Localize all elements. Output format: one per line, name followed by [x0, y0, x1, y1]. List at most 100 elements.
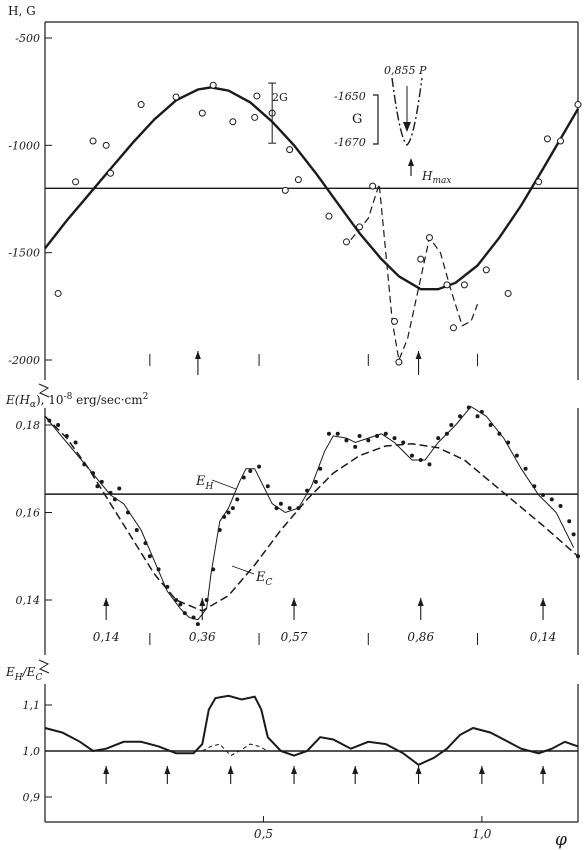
- inset-axis: [373, 94, 379, 145]
- flux-measurement-dot: [466, 405, 471, 410]
- flux-measurement-dot: [305, 488, 310, 493]
- y-axis-breaks: [38, 383, 50, 674]
- panel3-phase-arrow: [291, 766, 298, 784]
- field-measurement-point: [294, 176, 302, 184]
- flux-measurement-dot: [165, 584, 170, 589]
- flux-measurement-dot: [95, 484, 100, 489]
- field-measurement-point: [543, 135, 551, 143]
- panel1-ytick-label: -1500: [8, 247, 40, 260]
- inset-ylabel: G: [352, 112, 362, 127]
- error-bar-2g: [268, 82, 277, 144]
- field-measurement-point: [395, 358, 403, 366]
- flux-measurement-dot: [47, 418, 52, 423]
- field-measurement-point: [557, 137, 565, 145]
- field-sinusoid-fit: [44, 86, 580, 291]
- panel2-ytick-label: 0,18: [16, 419, 41, 432]
- x-axis-label: φ: [555, 830, 567, 850]
- flux-measurement-dot: [479, 409, 484, 414]
- field-measurement-point: [251, 113, 259, 121]
- field-measurement-point: [89, 137, 97, 145]
- series-label-ec-leader: [231, 565, 255, 575]
- flux-measurement-dot: [344, 438, 349, 443]
- field-measurement-point: [504, 289, 512, 297]
- panel2-ylabel: E(Hα), 10-8 erg/sec·cm2: [5, 392, 148, 410]
- flux-measurement-dot: [82, 462, 87, 467]
- field-measurement-point: [107, 169, 115, 177]
- flux-measurement-dot: [401, 440, 406, 445]
- inset-peak-arrow: [403, 86, 411, 132]
- flux-measurement-dot: [174, 598, 179, 602]
- panel3-phase-arrow: [164, 766, 171, 784]
- flux-measurement-dot: [191, 615, 196, 620]
- field-measurement-point: [369, 182, 377, 190]
- flux-measurement-dot: [64, 433, 69, 438]
- panel2-phase-label: 0,14: [93, 630, 120, 644]
- series-label-eh: EH: [195, 474, 214, 492]
- field-measurement-point: [137, 101, 145, 109]
- ratio-solid-curve: [44, 694, 579, 766]
- field-measurement-point: [417, 255, 425, 263]
- field-measurement-point: [172, 93, 180, 101]
- flux-ratio-panel: EH/EC φ 1,1 1,0 0,9 0,5 1,0: [5, 665, 579, 850]
- flux-measurement-dot: [383, 431, 388, 436]
- axis-break-2: [38, 659, 50, 674]
- panel3-phase-arrow: [478, 766, 485, 784]
- panel2-ytick-label: 0,14: [16, 594, 41, 607]
- panel2-phase-label: 0,14: [530, 630, 557, 644]
- flux-measurement-dot: [226, 510, 231, 515]
- flux-measurement-dot: [126, 510, 131, 515]
- flux-measurement-dot: [222, 514, 227, 519]
- panel1-ytick-label: -1000: [8, 139, 40, 152]
- panel3-phase-arrow: [103, 766, 110, 784]
- flux-measurement-dot: [117, 486, 122, 491]
- field-measurement-point: [449, 324, 457, 332]
- panel2-ytick-label: 0,16: [16, 507, 41, 520]
- panel1-phase-arrow: [415, 351, 422, 375]
- flux-measurement-dot: [418, 458, 423, 462]
- field-measurement-point: [356, 223, 364, 231]
- panel3-ytick-label: 1,0: [23, 745, 41, 758]
- flux-measurement-dot: [195, 622, 200, 627]
- panel3-phase-arrow: [540, 766, 547, 784]
- flux-measurement-dot: [488, 423, 493, 427]
- flux-measurement-dot: [567, 519, 572, 524]
- field-dashed-curve: [350, 183, 479, 363]
- field-measurement-point: [102, 141, 110, 149]
- panel3-ytick-label: 1,1: [23, 699, 41, 712]
- panel2-phase-label: 0,57: [281, 630, 308, 644]
- field-measurement-point: [535, 178, 543, 186]
- panel3-phase-arrow: [415, 766, 422, 784]
- field-measurement-point: [229, 118, 237, 126]
- panel3-ytick-label: 0,9: [23, 791, 41, 804]
- field-measurement-point: [286, 146, 294, 154]
- errorbar-label: 2G: [272, 91, 288, 104]
- panel1-ytick-label: -500: [15, 32, 40, 45]
- flux-measurement-dot: [278, 501, 283, 506]
- flux-measurement-dot: [211, 567, 216, 572]
- field-measurement-point: [460, 281, 468, 289]
- panel2-phase-arrow: [199, 598, 206, 620]
- flux-measurement-dot: [178, 602, 183, 607]
- ratio-dashed-curve: [202, 743, 269, 757]
- flux-measurement-dot: [523, 466, 528, 471]
- panel2-phase-label: 0,36: [189, 630, 216, 644]
- field-measurement-point: [574, 101, 582, 109]
- panel3-phase-arrow: [227, 766, 234, 784]
- field-measurement-point: [253, 92, 261, 100]
- series-label-ec: EC: [255, 570, 273, 588]
- field-measurement-point: [72, 178, 80, 186]
- panel2-phase-arrow: [540, 598, 547, 620]
- halpha-flux-panel: E(Hα), 10-8 erg/sec·cm2 EH EC 0,18 0,16 0,…: [5, 392, 580, 655]
- x-tick-label: 0,5: [254, 827, 273, 841]
- flux-measurement-dot: [571, 532, 576, 537]
- flux-measurement-dot: [99, 479, 104, 484]
- flux-measurement-dot: [134, 528, 139, 532]
- inset-ytick-1650: -1650: [334, 90, 366, 103]
- panel2-phase-arrow: [291, 598, 298, 620]
- field-measurement-point: [325, 212, 333, 220]
- flux-measurement-dot: [112, 497, 117, 502]
- flux-measurement-dot: [532, 484, 537, 489]
- flux-measurement-dot: [353, 444, 358, 449]
- flux-measurement-dot: [265, 484, 270, 489]
